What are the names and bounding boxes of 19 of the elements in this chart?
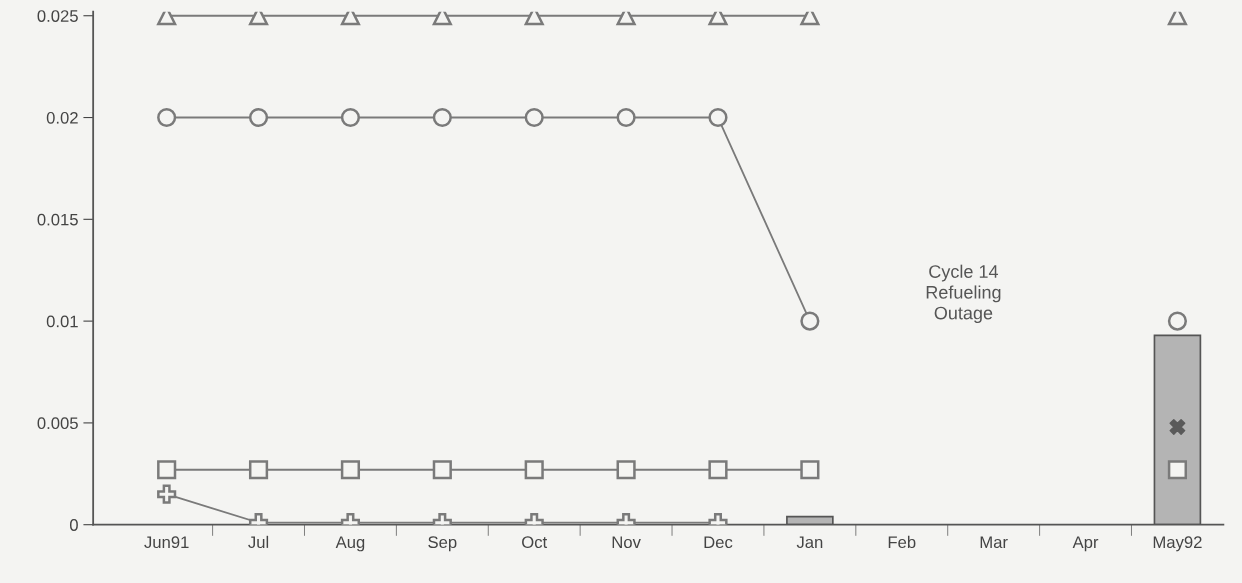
x-tick-label: Mar	[980, 536, 1008, 549]
x-tick-label: Oct	[522, 536, 548, 549]
x-tick-label: Jan	[796, 536, 823, 549]
x-tick-label: Jun91	[144, 536, 189, 549]
x-tick-label: Dec	[704, 536, 733, 549]
x-tick-label: Nov	[612, 536, 641, 549]
x-tick-label: Feb	[888, 535, 916, 549]
annotation: Cycle 14 Refueling Outage	[926, 264, 1001, 323]
x-tick-label: Apr	[1072, 536, 1099, 552]
x-tick-label: Aug	[335, 536, 365, 552]
x-tick-label: Sep	[428, 536, 457, 552]
x-tick-label: May92	[1153, 536, 1202, 552]
y-tick-label: 0.015	[37, 213, 78, 226]
x-tick-label: Jul	[248, 535, 269, 549]
y-tick-label: 0.02	[46, 111, 78, 124]
y-tick-label: 0.025	[37, 10, 78, 22]
y-tick-label: 0.01	[46, 315, 78, 328]
y-tick-label: 0	[69, 519, 78, 531]
y-tick-label: 0.005	[37, 417, 78, 430]
